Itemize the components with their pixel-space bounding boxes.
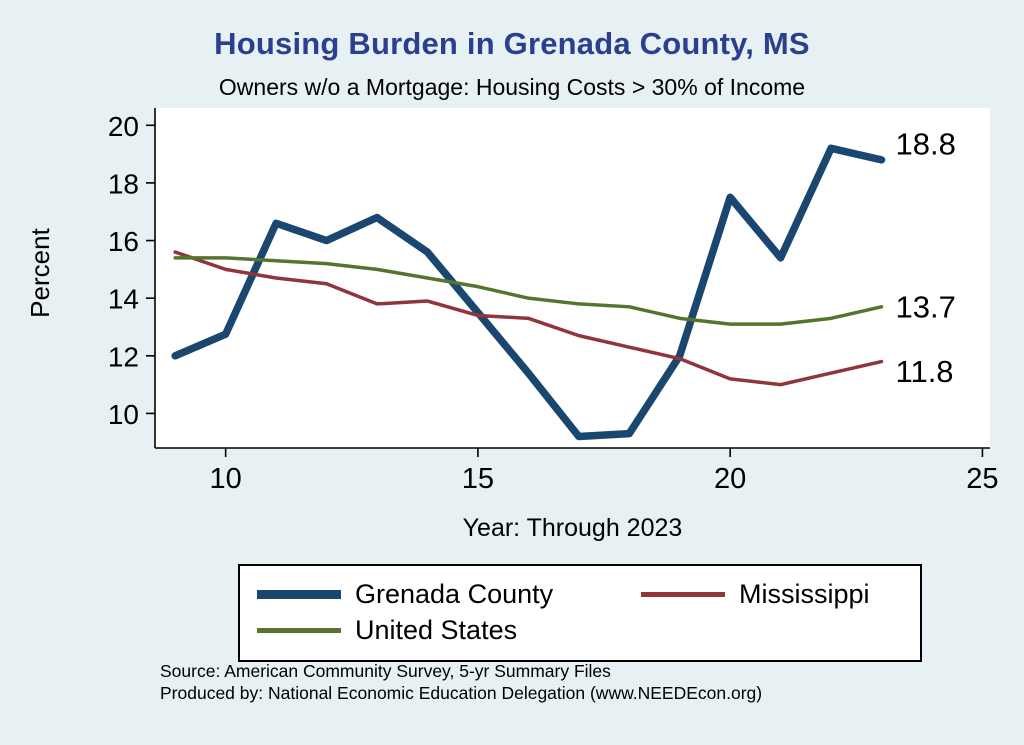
legend-swatch-mississippi bbox=[641, 591, 725, 597]
legend-swatch-united-states bbox=[257, 627, 341, 633]
end-label-mississippi: 11.8 bbox=[896, 354, 954, 389]
source-line-1: Source: American Community Survey, 5-yr … bbox=[160, 661, 611, 681]
series-line-grenada-county bbox=[171, 144, 886, 441]
x-tick-label: 25 bbox=[966, 463, 998, 495]
legend-label-mississippi: Mississippi bbox=[739, 578, 870, 609]
legend-row: United States bbox=[257, 612, 903, 648]
x-tick-label: 20 bbox=[714, 463, 746, 495]
legend-item-mississippi: Mississippi bbox=[641, 579, 903, 610]
y-axis-title: Percent bbox=[25, 228, 55, 318]
y-tick-label: 10 bbox=[108, 399, 139, 430]
series-line-mississippi bbox=[173, 250, 884, 387]
source-line-2: Produced by: National Economic Education… bbox=[160, 683, 763, 703]
legend-item-grenada-county: Grenada County bbox=[257, 579, 641, 610]
legend-swatch-grenada-county bbox=[257, 589, 341, 599]
plot-area bbox=[155, 108, 990, 448]
chart-title: Housing Burden in Grenada County, MS bbox=[214, 26, 810, 61]
x-tick-label: 10 bbox=[210, 463, 242, 495]
y-tick-label: 12 bbox=[108, 341, 139, 372]
legend: Grenada County Mississippi United States bbox=[238, 564, 922, 662]
chart-subtitle: Owners w/o a Mortgage: Housing Costs > 3… bbox=[218, 74, 806, 100]
y-tick-label: 16 bbox=[108, 226, 139, 257]
y-tick-label: 20 bbox=[108, 111, 139, 142]
series-line-united-states bbox=[173, 256, 884, 326]
legend-label-grenada-county: Grenada County bbox=[355, 578, 554, 609]
y-tick-label: 14 bbox=[108, 284, 139, 315]
end-label-united-states: 13.7 bbox=[896, 289, 956, 324]
end-label-grenada-county: 18.8 bbox=[896, 126, 956, 161]
source-note: Source: American Community Survey, 5-yr … bbox=[160, 660, 1000, 704]
legend-item-united-states: United States bbox=[257, 615, 641, 646]
x-tick-label: 15 bbox=[462, 463, 494, 495]
y-tick-label: 18 bbox=[108, 168, 139, 199]
legend-label-united-states: United States bbox=[355, 614, 518, 645]
x-axis-title: Year: Through 2023 bbox=[462, 514, 683, 542]
legend-row: Grenada County Mississippi bbox=[257, 576, 903, 612]
